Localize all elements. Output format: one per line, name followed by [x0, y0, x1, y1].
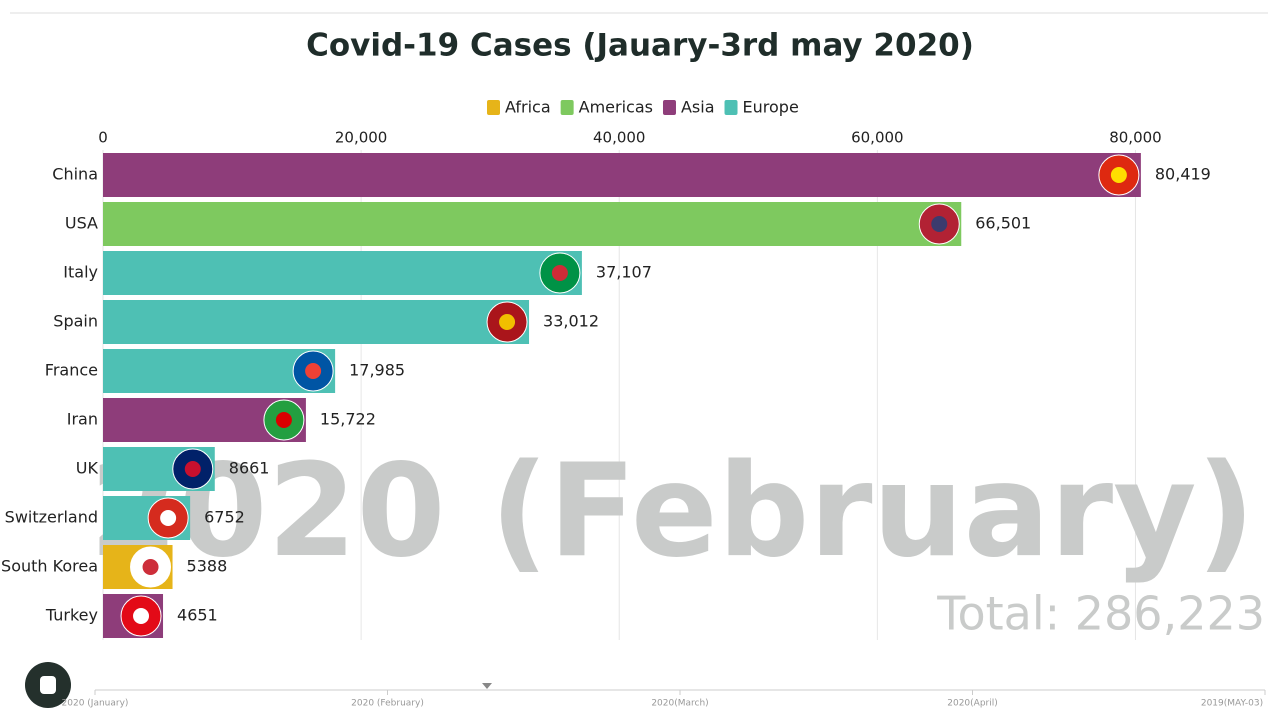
x-tick-label: 60,000: [851, 129, 904, 147]
chart-title: Covid-19 Cases (Jauary-3rd may 2020): [306, 28, 974, 64]
flag-detail: [551, 265, 568, 281]
y-tick-label: UK: [76, 459, 99, 478]
bar: [103, 251, 582, 295]
y-tick-label: Spain: [53, 312, 98, 331]
total-label: Total: 286,223: [936, 587, 1265, 641]
timeline-marker: [482, 683, 492, 689]
timeline-label: 2020 (January): [62, 699, 129, 709]
value-label: 37,107: [596, 263, 652, 282]
y-tick-label: China: [52, 165, 98, 184]
flag-detail: [133, 608, 150, 624]
flag-detail: [499, 314, 516, 330]
y-tick-label: USA: [65, 214, 98, 233]
legend-swatch: [724, 100, 738, 115]
legend-label: Europe: [743, 98, 799, 117]
value-label: 33,012: [543, 312, 599, 331]
value-label: 4651: [177, 606, 218, 625]
y-tick-label: Italy: [63, 263, 98, 282]
flag-detail: [142, 559, 159, 575]
flag-detail: [184, 461, 201, 477]
value-label: 15,722: [320, 410, 376, 429]
bar: [103, 202, 962, 246]
timeline-label: 2020(April): [947, 699, 998, 709]
flag-detail: [1110, 167, 1127, 183]
legend-swatch: [662, 100, 676, 115]
legend-label: Africa: [505, 98, 551, 117]
period-watermark: 2020 (February): [89, 437, 1255, 586]
flag-detail: [160, 510, 177, 526]
legend-label: Americas: [579, 98, 653, 117]
y-tick-label: South Korea: [1, 557, 98, 576]
x-tick-label: 80,000: [1109, 129, 1162, 147]
value-label: 6752: [204, 508, 245, 527]
timeline-label: 2020(March): [651, 699, 708, 709]
y-tick-label: Switzerland: [5, 508, 98, 527]
y-tick-label: Iran: [67, 410, 98, 429]
legend-swatch: [560, 100, 574, 115]
value-label: 5388: [187, 557, 228, 576]
bar: [103, 153, 1141, 197]
timeline-label: 2019(MAY-03): [1201, 699, 1263, 709]
value-label: 66,501: [975, 214, 1031, 233]
x-tick-label: 0: [98, 129, 108, 147]
flag-detail: [931, 216, 948, 232]
y-tick-label: France: [45, 361, 98, 380]
y-tick-label: Turkey: [45, 606, 98, 625]
timeline-label: 2020 (February): [351, 699, 424, 709]
bar: [103, 300, 530, 344]
value-label: 80,419: [1155, 165, 1211, 184]
legend-swatch: [487, 100, 500, 115]
flag-detail: [305, 363, 322, 379]
x-tick-label: 20,000: [335, 129, 388, 147]
value-label: 17,985: [349, 361, 405, 380]
hand-icon: [40, 676, 56, 694]
value-label: 8661: [229, 459, 270, 478]
legend-label: Asia: [681, 98, 715, 117]
x-tick-label: 40,000: [593, 129, 646, 147]
flag-detail: [275, 412, 292, 428]
